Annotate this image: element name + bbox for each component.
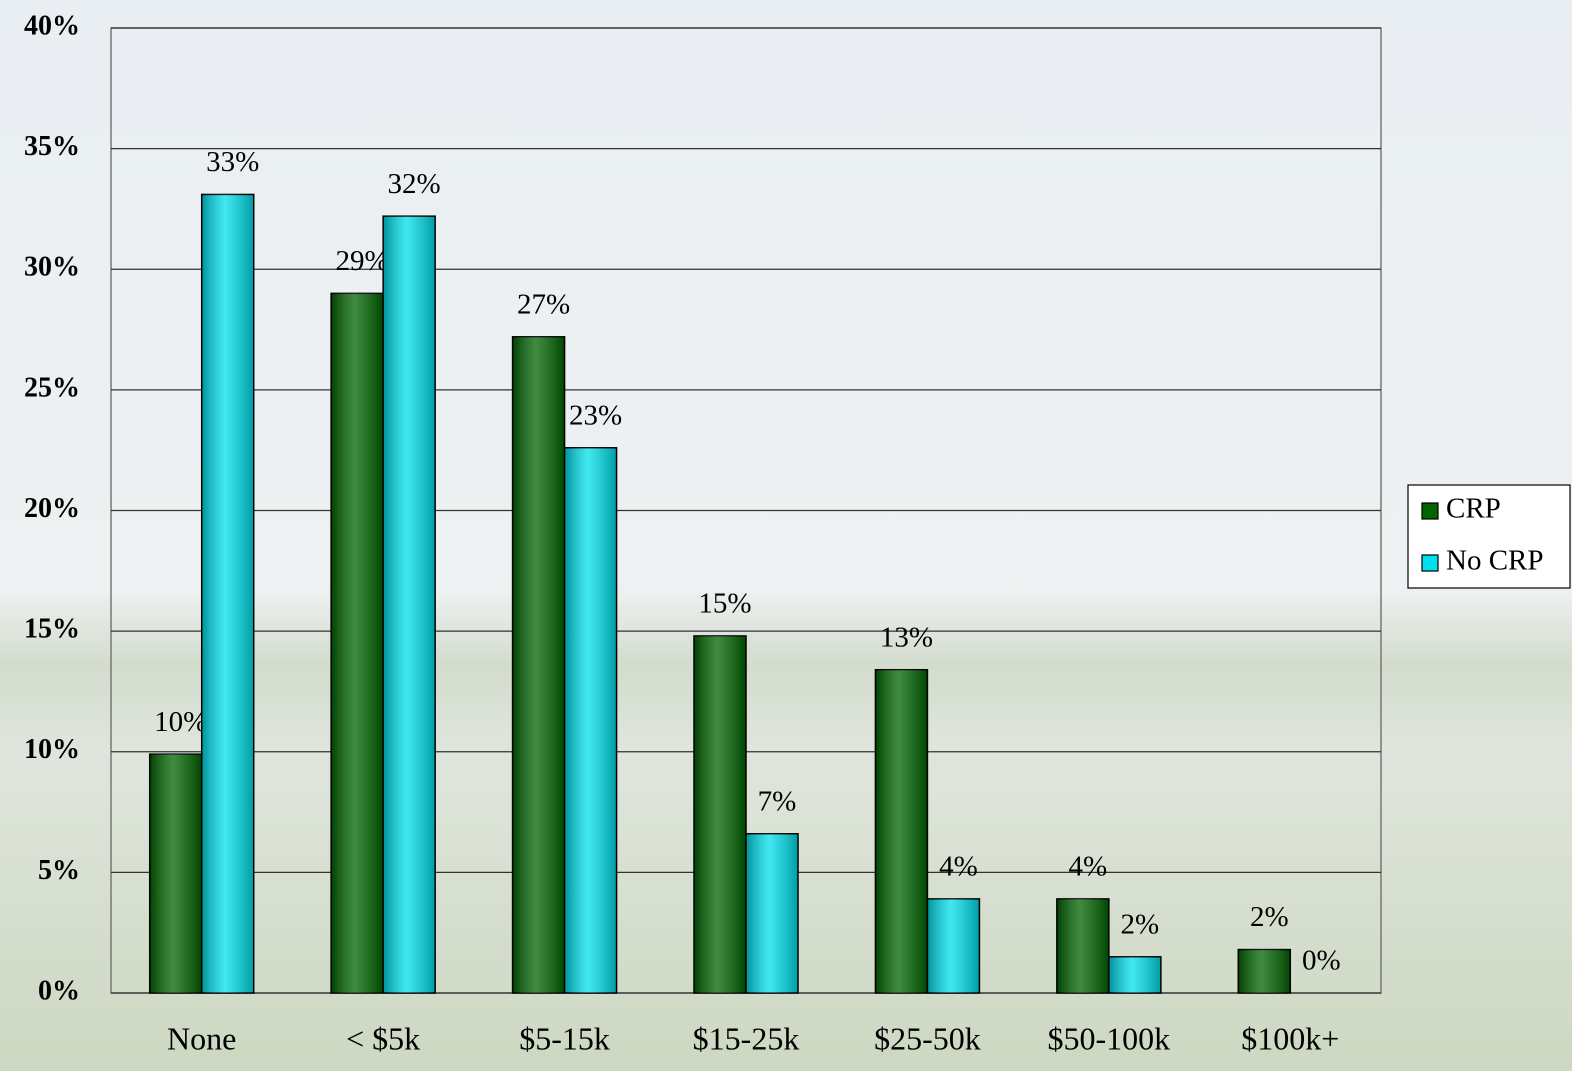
x-tick-label: None — [167, 1020, 236, 1056]
bar — [200, 193, 255, 994]
y-tick-label: 25% — [24, 372, 80, 403]
bar — [926, 898, 981, 994]
y-tick-label: 5% — [38, 855, 80, 886]
bar — [563, 447, 618, 994]
bar — [148, 753, 203, 994]
x-tick-label: $100k+ — [1241, 1020, 1339, 1056]
value-label: 23% — [569, 399, 622, 431]
x-tick-label: $15-25k — [693, 1020, 800, 1056]
bar — [1056, 898, 1110, 994]
y-tick-label: 40% — [24, 10, 80, 41]
x-tick-label: $5-15k — [519, 1020, 610, 1056]
value-label: 32% — [388, 168, 441, 200]
x-tick-label: $50-100k — [1048, 1020, 1171, 1056]
value-label: 2% — [1250, 901, 1289, 933]
bar — [330, 292, 384, 994]
value-label: 2% — [1121, 908, 1160, 940]
value-label: 0% — [1302, 945, 1341, 977]
y-tick-label: 10% — [24, 734, 80, 765]
y-tick-label: 15% — [24, 614, 80, 645]
value-label: 4% — [1069, 851, 1108, 883]
legend-label: No CRP — [1446, 545, 1544, 577]
bar — [1108, 956, 1162, 994]
value-label: 27% — [517, 288, 570, 320]
value-label: 15% — [698, 588, 751, 620]
bar — [693, 635, 747, 994]
bar — [511, 336, 566, 994]
bar — [874, 668, 929, 994]
y-tick-label: 20% — [24, 493, 80, 524]
x-tick-label: < $5k — [346, 1020, 420, 1056]
value-label: 33% — [206, 146, 259, 178]
bar — [382, 215, 436, 994]
bar — [1237, 948, 1292, 994]
x-tick-label: $25-50k — [874, 1020, 981, 1056]
legend-swatch — [1421, 502, 1439, 520]
y-tick-label: 0% — [38, 975, 80, 1006]
bar — [745, 833, 799, 994]
value-label: 13% — [880, 621, 933, 653]
value-label: 4% — [939, 851, 978, 883]
y-tick-label: 30% — [24, 252, 80, 283]
legend-swatch — [1421, 554, 1439, 572]
legend-label: CRP — [1446, 493, 1501, 525]
y-tick-label: 35% — [24, 131, 80, 162]
value-label: 7% — [758, 785, 797, 817]
value-label: 10% — [154, 706, 207, 738]
value-label: 29% — [336, 245, 389, 277]
